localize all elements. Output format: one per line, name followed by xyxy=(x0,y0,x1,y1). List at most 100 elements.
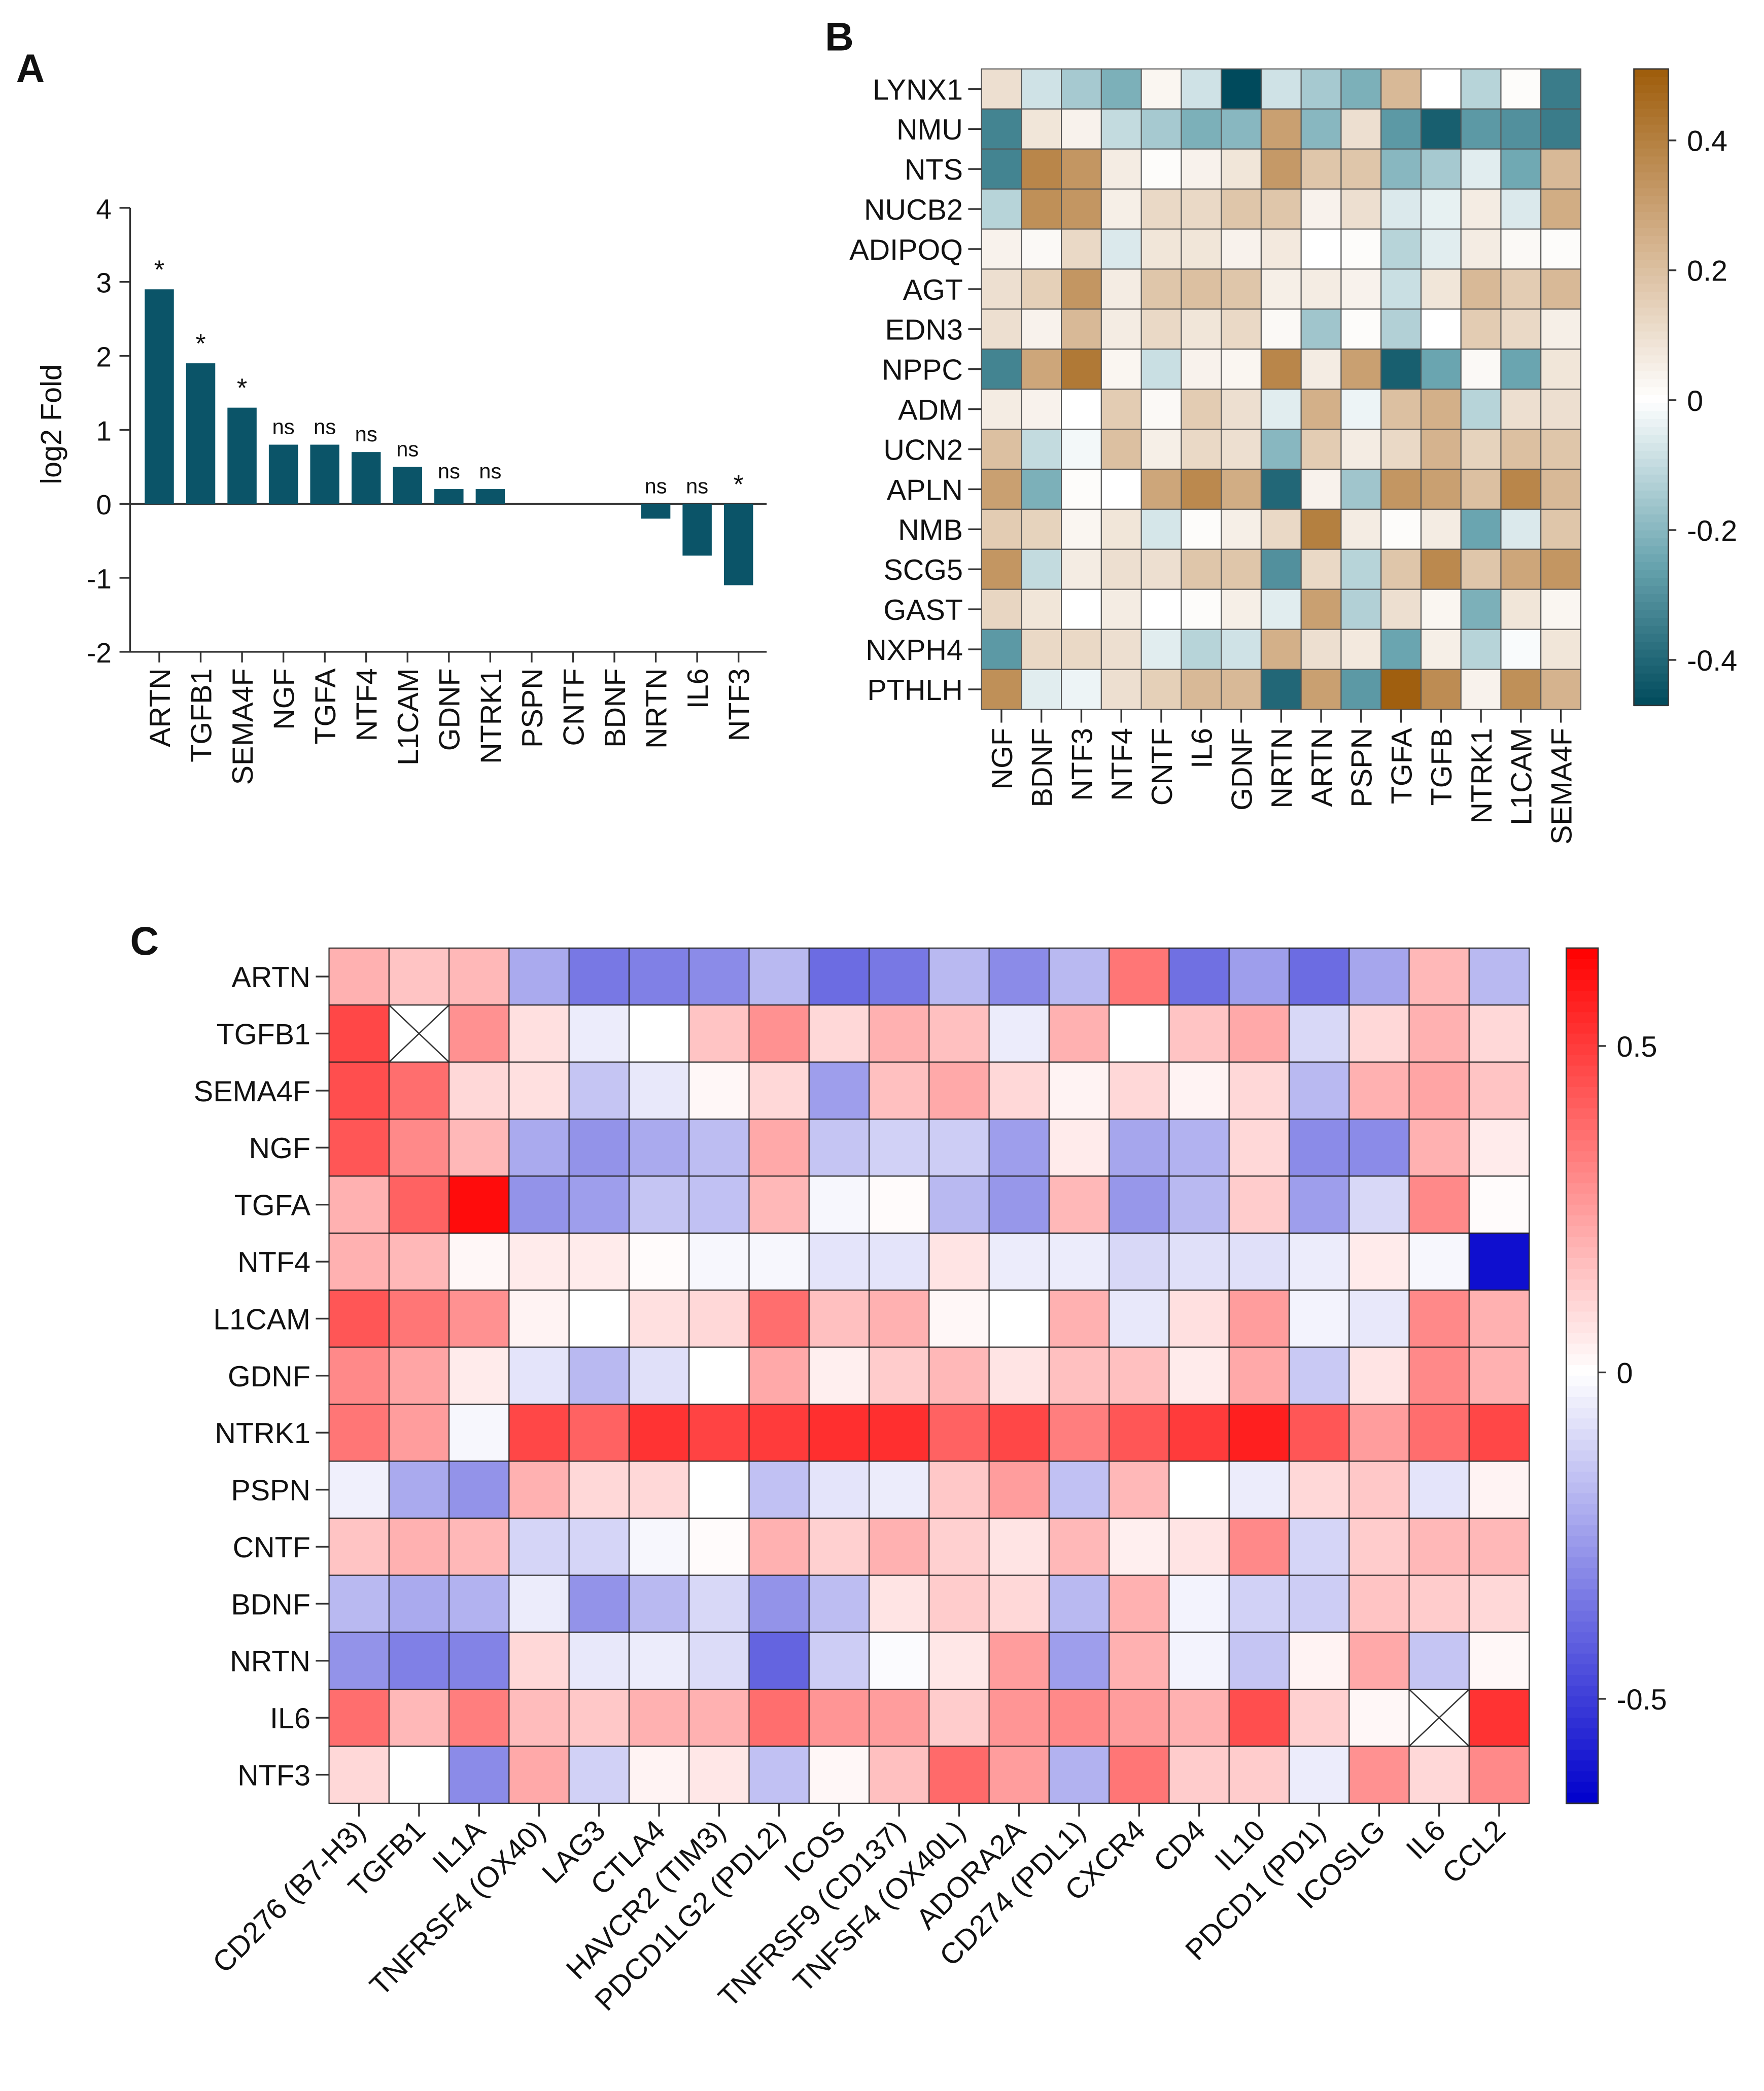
heatmap-cell xyxy=(1408,1175,1470,1234)
heatmap-cell xyxy=(1340,148,1382,190)
heatmap-cell xyxy=(928,1460,990,1519)
colorbar-segment xyxy=(1634,634,1669,643)
heatmap-cell xyxy=(981,669,1022,710)
colorbar-segment xyxy=(1566,1664,1598,1676)
heatmap-cell xyxy=(1021,508,1062,550)
colorbar-segment xyxy=(1634,514,1669,524)
colorbar-segment xyxy=(1566,1557,1598,1569)
heatmap-cell xyxy=(928,1631,990,1690)
heatmap-cell xyxy=(1380,228,1422,270)
heatmap-cell xyxy=(1021,548,1062,590)
colorbar-segment xyxy=(1566,1472,1598,1484)
heatmap-cell xyxy=(928,1290,990,1348)
heatmap-cell xyxy=(1168,1004,1230,1063)
heatmap-cell xyxy=(1348,1061,1410,1120)
colorbar-segment xyxy=(1634,196,1669,205)
heatmap-cell xyxy=(928,1688,990,1747)
heatmap-cell xyxy=(1048,1688,1110,1747)
heatmap-cell xyxy=(1468,1575,1530,1633)
heatmap-cell xyxy=(1181,268,1222,310)
missing-cross xyxy=(388,1004,449,1063)
row-label: PSPN xyxy=(231,1475,310,1507)
colorbar-segment xyxy=(1634,467,1669,476)
heatmap-cell xyxy=(1260,228,1302,270)
heatmap-cell xyxy=(328,947,390,1006)
heatmap-cell xyxy=(1100,468,1142,510)
heatmap-cell xyxy=(388,1460,450,1519)
colorbar-tick-label: 0.4 xyxy=(1687,125,1727,158)
heatmap-cell xyxy=(1380,108,1422,150)
colorbar-segment xyxy=(1566,1579,1598,1590)
heatmap-cell xyxy=(1109,1403,1170,1462)
column-label: GDNF xyxy=(1226,728,1258,811)
colorbar-segment xyxy=(1634,578,1669,587)
colorbar-segment xyxy=(1634,316,1669,325)
heatmap-cell xyxy=(1300,268,1342,310)
colorbar-segment xyxy=(1634,642,1669,651)
heatmap-cell xyxy=(388,947,450,1006)
colorbar-segment xyxy=(1634,570,1669,579)
bar xyxy=(641,504,671,519)
colorbar-segment xyxy=(1634,435,1669,444)
row-label: TGFB1 xyxy=(217,1018,310,1051)
heatmap-cell xyxy=(1260,389,1302,430)
colorbar-segment xyxy=(1634,371,1669,380)
heatmap-cell xyxy=(1109,1746,1170,1804)
colorbar-segment xyxy=(1566,1044,1598,1056)
colorbar-frame xyxy=(1633,68,1669,706)
colorbar-segment xyxy=(1566,1311,1598,1323)
significance-label: ns xyxy=(644,474,667,498)
colorbar-segment xyxy=(1634,236,1669,245)
heatmap-cell xyxy=(1221,588,1262,630)
heatmap-cell xyxy=(1300,669,1342,710)
heatmap-cell xyxy=(1348,1575,1410,1633)
heatmap-cell xyxy=(628,1004,690,1063)
heatmap-cell xyxy=(988,1004,1050,1063)
significance-label: ns xyxy=(396,437,419,461)
heatmap-cell xyxy=(1140,669,1182,710)
heatmap-cell xyxy=(1061,629,1102,670)
colorbar-segment xyxy=(1566,1322,1598,1334)
row-label: APLN xyxy=(887,474,963,506)
column-label: NRTN xyxy=(1266,728,1298,809)
heatmap-cell xyxy=(1221,268,1262,310)
colorbar-segment xyxy=(1634,697,1669,707)
colorbar-segment xyxy=(1634,243,1669,253)
heatmap-cell xyxy=(981,148,1022,190)
heatmap-cell xyxy=(688,1631,750,1690)
colorbar-segment xyxy=(1634,220,1669,229)
heatmap-cell xyxy=(928,1061,990,1120)
heatmap-cell xyxy=(1228,1575,1290,1633)
heatmap-cell xyxy=(1380,148,1422,190)
colorbar-segment xyxy=(1634,228,1669,237)
heatmap-cell xyxy=(1348,1346,1410,1405)
heatmap-cell xyxy=(1408,1004,1470,1063)
heatmap-cell xyxy=(1168,1575,1230,1633)
colorbar-segment xyxy=(1634,546,1669,555)
heatmap-cell xyxy=(928,1403,990,1462)
colorbar-segment xyxy=(1566,1204,1598,1216)
heatmap-cell xyxy=(448,1575,510,1633)
colorbar-segment xyxy=(1566,1653,1598,1665)
heatmap-cell xyxy=(1228,1688,1290,1747)
heatmap-cell xyxy=(1260,188,1302,230)
heatmap-cell xyxy=(328,1460,390,1519)
heatmap-cell xyxy=(628,1575,690,1633)
row-label: BDNF xyxy=(231,1588,310,1621)
heatmap-cell xyxy=(1460,669,1502,710)
heatmap-cell xyxy=(1021,188,1062,230)
row-label: NPPC xyxy=(882,354,963,387)
heatmap-cell xyxy=(1380,188,1422,230)
bar xyxy=(145,289,174,504)
row-label: SCG5 xyxy=(883,554,963,586)
heatmap-cell xyxy=(1021,108,1062,150)
heatmap-cell xyxy=(1300,588,1342,630)
row-label: NXPH4 xyxy=(866,634,963,667)
y-tick-label: 1 xyxy=(96,415,112,446)
heatmap-cell xyxy=(808,1175,870,1234)
heatmap-cell xyxy=(748,1460,810,1519)
heatmap-cell xyxy=(868,1175,930,1234)
heatmap-cell xyxy=(1340,68,1382,110)
colorbar-segment xyxy=(1566,1130,1598,1141)
heatmap-cell xyxy=(1021,629,1062,670)
